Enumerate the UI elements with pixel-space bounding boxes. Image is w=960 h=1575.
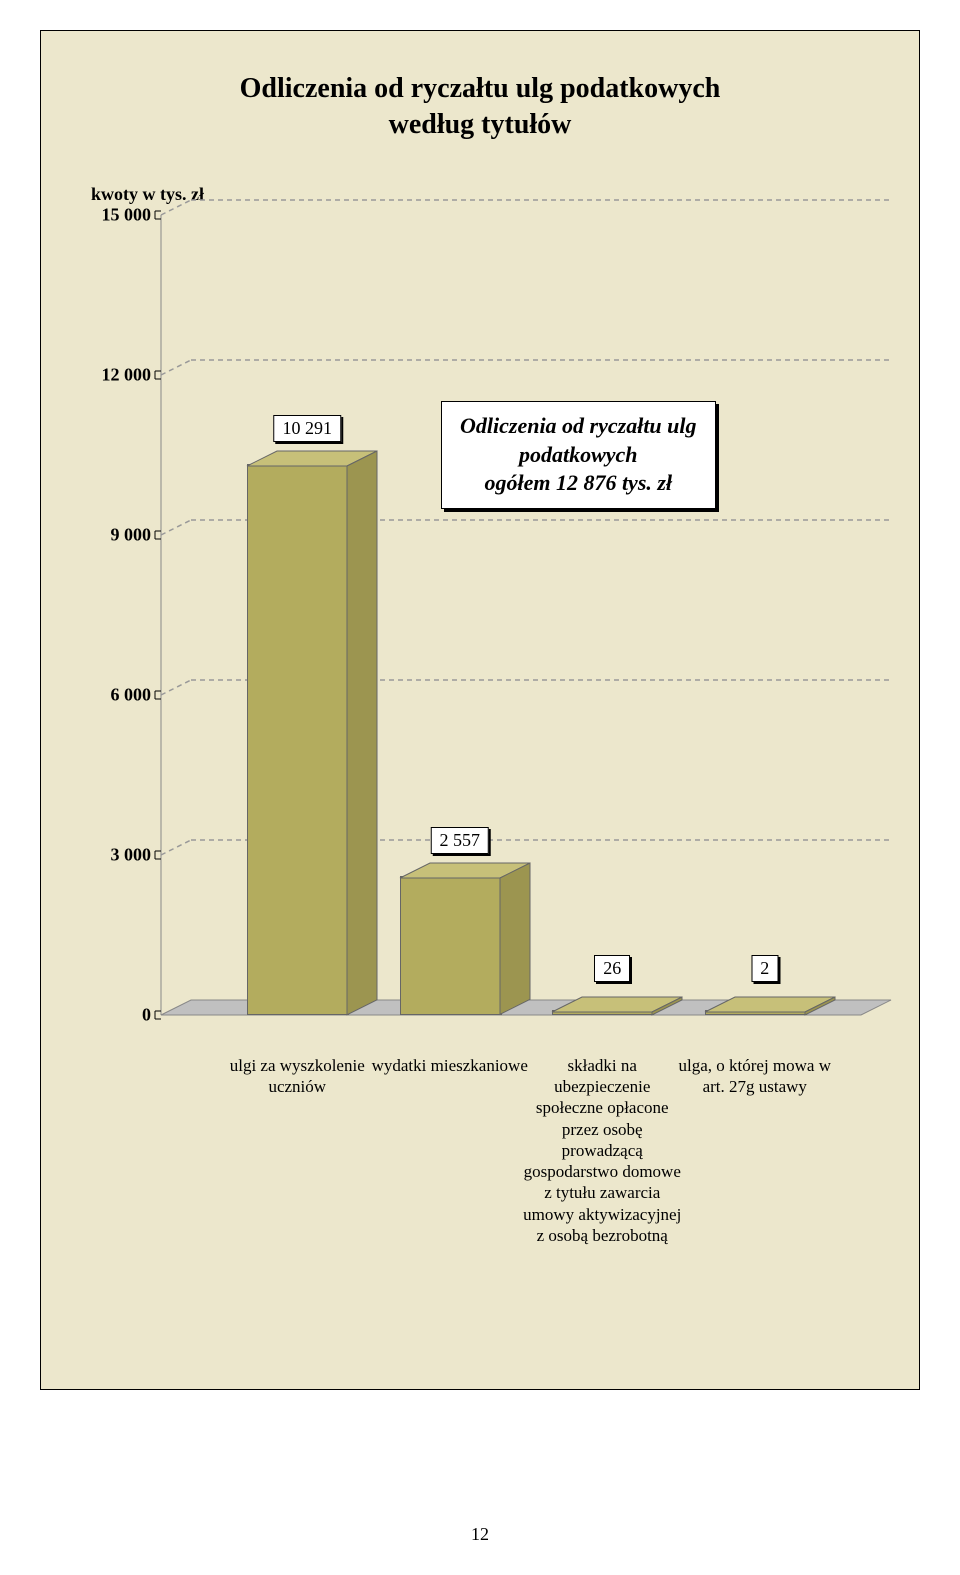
bar-3d-faces (245, 449, 379, 1017)
bar (552, 1012, 652, 1015)
x-label: wydatki mieszkaniowe (370, 1055, 530, 1076)
bar-3d-faces (398, 861, 532, 1016)
bar-3d-faces (703, 995, 837, 1017)
chart-title: Odliczenia od ryczałtu ulg podatkowych w… (81, 71, 879, 144)
chart-frame: Odliczenia od ryczałtu ulg podatkowych w… (40, 30, 920, 1390)
bar-value-label: 2 (751, 955, 778, 982)
x-label: ulga, o której mowa w art. 27g ustawy (675, 1055, 835, 1098)
plot-region: Odliczenia od ryczałtu ulg podatkowych o… (161, 215, 861, 1015)
chart-title-line2: według tytułów (389, 109, 572, 140)
ytick-label: 3 000 (81, 844, 151, 865)
document-page: Odliczenia od ryczałtu ulg podatkowych w… (0, 0, 960, 1575)
bar-value-label: 10 291 (274, 415, 342, 442)
bar (705, 1012, 805, 1015)
bar (247, 466, 347, 1015)
bar-value-label: 26 (594, 955, 630, 982)
bar-3d-faces (550, 995, 684, 1017)
bar-value-label: 2 557 (431, 827, 490, 854)
ytick-label: 12 000 (81, 364, 151, 385)
chart-area: Odliczenia od ryczałtu ulg podatkowych o… (81, 215, 879, 1015)
bar (400, 878, 500, 1014)
info-line2: podatkowych (519, 442, 638, 467)
info-box: Odliczenia od ryczałtu ulg podatkowych o… (441, 401, 716, 509)
ytick-label: 9 000 (81, 524, 151, 545)
x-label: składki na ubezpieczenie społeczne opłac… (522, 1055, 682, 1246)
ytick-label: 6 000 (81, 684, 151, 705)
ytick-label: 0 (81, 1004, 151, 1025)
ytick-label: 15 000 (81, 204, 151, 225)
x-label: ulgi za wyszkolenie uczniów (217, 1055, 377, 1098)
info-line1: Odliczenia od ryczałtu ulg (460, 413, 697, 438)
info-line3: ogółem 12 876 tys. zł (484, 470, 672, 495)
page-number: 12 (0, 1524, 960, 1545)
chart-title-line1: Odliczenia od ryczałtu ulg podatkowych (240, 73, 721, 104)
